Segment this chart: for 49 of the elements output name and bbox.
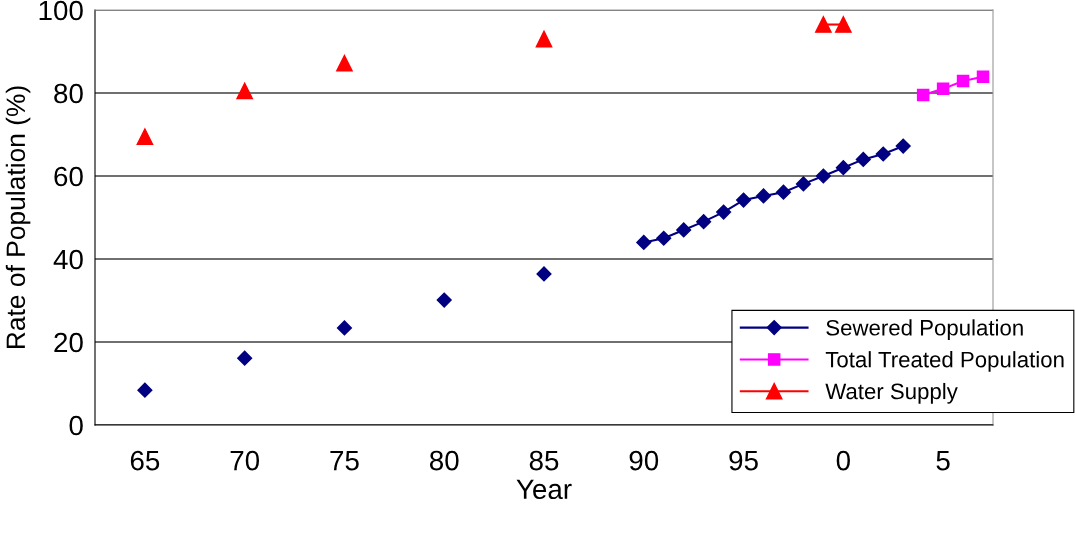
y-tick-label: 100 [39,0,83,21]
point [237,350,253,366]
y-tick-label: 60 [54,166,83,187]
point [835,160,851,176]
point [636,234,652,250]
point [656,230,672,246]
point [976,70,990,84]
legend-label: Water Supply [825,382,958,404]
x-tick-label: 95 [729,450,758,471]
point [936,82,950,96]
x-tick-label: 70 [230,450,260,471]
y-tick-label: 0 [69,415,83,436]
x-tick-label: 65 [130,450,160,471]
x-tick-label: 5 [936,451,950,471]
point [834,16,852,33]
point [676,222,692,238]
y-tick-label: 20 [54,332,83,353]
legend-label: Sewered Population [826,319,1023,341]
x-tick-label: 75 [330,451,359,471]
point [696,214,712,230]
x-tick-label: 80 [429,450,459,471]
point [855,151,871,167]
point [956,74,970,88]
point [735,192,752,208]
point [815,168,831,184]
y-axis-title: Rate of Population (%) [5,86,31,349]
point [136,128,154,145]
x-tick-label: 85 [529,450,559,471]
x-tick-label: 90 [629,450,659,471]
point [236,82,254,100]
point [535,30,553,48]
point [775,184,792,200]
y-tick-label: 80 [54,83,83,104]
x-tick-label: 0 [836,450,850,471]
point [875,146,891,162]
point [755,188,772,204]
point [795,176,811,192]
point [137,382,153,398]
point [436,292,452,308]
point [815,16,832,33]
legend-label: Total Treated Population [825,351,1064,372]
point [916,88,930,102]
point [895,138,911,154]
y-tick-label: 40 [53,249,83,270]
point [536,266,552,282]
point [336,54,353,72]
point [716,204,732,220]
x-axis-title: Year [516,479,572,500]
point [336,320,353,336]
